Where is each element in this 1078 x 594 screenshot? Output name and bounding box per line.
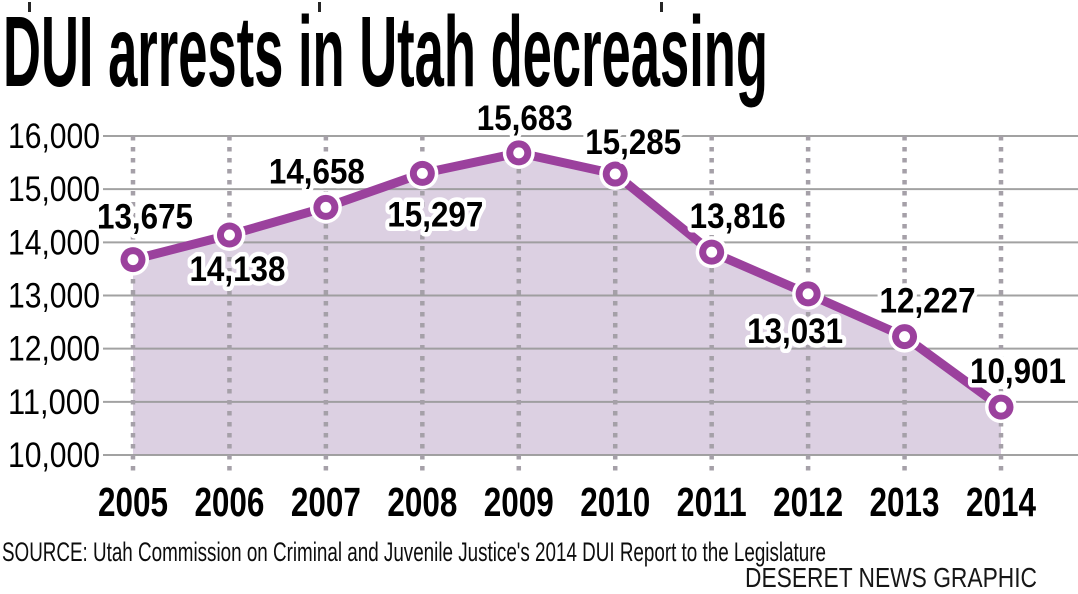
xtick-label-2013: 2013 xyxy=(870,479,940,525)
xtick-label-2007: 2007 xyxy=(291,479,361,525)
crop-mark-0 xyxy=(28,2,31,12)
marker-center-2009 xyxy=(513,147,525,159)
crop-mark-1 xyxy=(318,2,321,12)
marker-center-2006 xyxy=(223,229,235,241)
marker-center-2010 xyxy=(609,168,621,180)
marker-center-2007 xyxy=(320,201,332,213)
data-label-2008: 15,297 xyxy=(387,195,483,234)
xtick-label-2011: 2011 xyxy=(677,479,747,525)
data-label-2009: 15,683 xyxy=(477,99,573,138)
marker-center-2005 xyxy=(127,254,139,266)
crop-mark-2 xyxy=(660,2,663,12)
data-label-2005: 13,675 xyxy=(97,198,193,237)
source-note: SOURCE: Utah Commission on Criminal and … xyxy=(2,537,826,567)
ytick-label-11000: 11,000 xyxy=(8,383,100,422)
ytick-label-10000: 10,000 xyxy=(8,436,100,475)
marker-center-2011 xyxy=(706,246,718,258)
ytick-label-16000: 16,000 xyxy=(8,117,100,156)
trend-line xyxy=(128,148,1006,412)
data-label-2007: 14,658 xyxy=(269,152,365,191)
plot-area: 16,000 15,000 14,000 13,000 12,000 11,000 10,0… xyxy=(8,2,1078,525)
marker-center-2012 xyxy=(802,288,814,300)
xtick-label-2010: 2010 xyxy=(580,479,650,525)
area-fill xyxy=(133,152,1001,455)
ytick-label-15000: 15,000 xyxy=(8,170,100,209)
marker-center-2008 xyxy=(416,167,428,179)
data-label-2012: 13,031 xyxy=(747,312,843,351)
xtick-label-2006: 2006 xyxy=(194,479,264,525)
xtick-label-2008: 2008 xyxy=(387,479,457,525)
data-label-2013: 12,227 xyxy=(880,282,976,321)
ytick-label-13000: 13,000 xyxy=(8,277,100,316)
xtick-label-2012: 2012 xyxy=(773,479,843,525)
ytick-label-12000: 12,000 xyxy=(8,330,100,369)
marker-center-2013 xyxy=(899,331,911,343)
chart-title: DUI arrests in Utah decreasing xyxy=(3,0,768,108)
credit-line: DESERET NEWS GRAPHIC xyxy=(745,562,1037,593)
data-label-2006: 14,138 xyxy=(189,250,285,289)
data-label-2010: 15,285 xyxy=(585,123,681,162)
xtick-label-2009: 2009 xyxy=(484,479,554,525)
xtick-label-2014: 2014 xyxy=(966,479,1036,525)
xtick-label-2005: 2005 xyxy=(98,479,168,525)
data-label-2014: 10,901 xyxy=(970,352,1066,391)
marker-center-2014 xyxy=(995,401,1007,413)
ytick-label-14000: 14,000 xyxy=(8,223,100,262)
data-label-2011: 13,816 xyxy=(690,197,786,236)
